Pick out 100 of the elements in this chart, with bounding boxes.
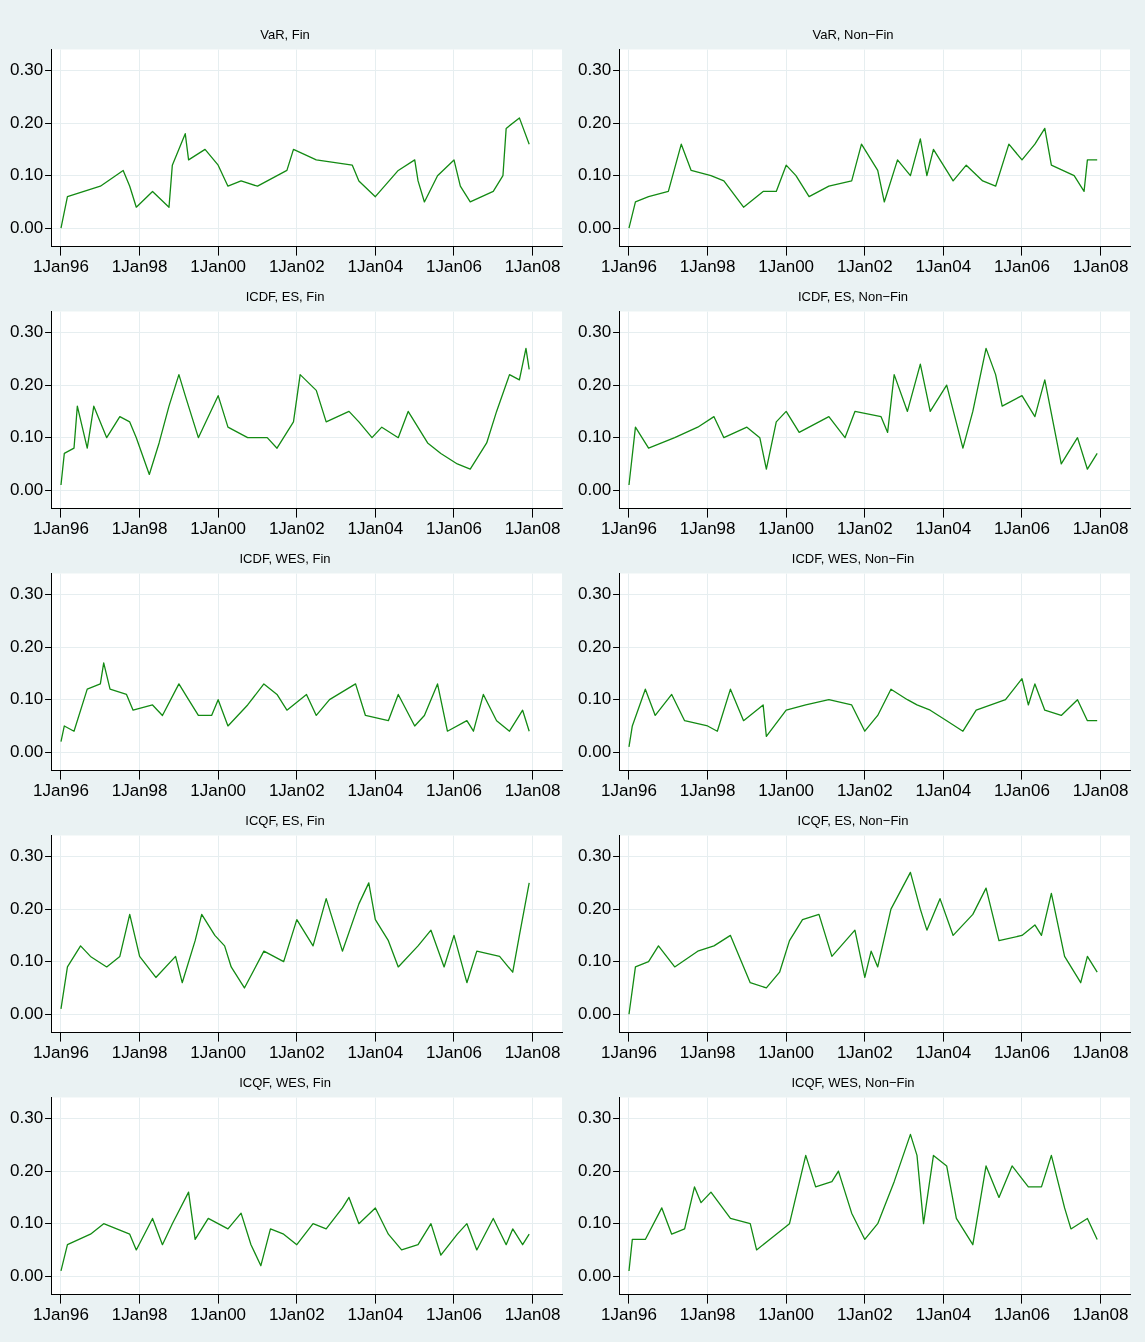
y-tick-label: 0.00 (577, 741, 612, 761)
x-tick-label: 1Jan08 (1072, 1305, 1129, 1325)
x-tick-label: 1Jan98 (679, 519, 736, 539)
x-tick-label: 1Jan02 (836, 1043, 893, 1063)
x-tick-label: 1Jan04 (347, 519, 404, 539)
y-tick-label: 0.00 (9, 217, 44, 237)
chart-title: ICQF, WES, Fin (239, 1075, 331, 1091)
y-tick-label: 0.10 (9, 689, 44, 709)
x-tick-label: 1Jan00 (190, 781, 247, 801)
y-tick-label: 0.10 (577, 1213, 612, 1233)
y-tick-label: 0.00 (9, 1265, 44, 1285)
y-tick-label: 0.20 (9, 374, 44, 394)
x-tick-label: 1Jan00 (190, 519, 247, 539)
y-tick-label: 0.00 (577, 1003, 612, 1023)
y-tick-label: 0.10 (577, 165, 612, 185)
y-tick-label: 0.00 (577, 217, 612, 237)
chart-title: ICQF, ES, Fin (245, 813, 325, 829)
y-tick-label: 0.30 (577, 60, 612, 80)
x-tick-label: 1Jan00 (758, 257, 815, 277)
x-tick-label: 1Jan08 (1072, 519, 1129, 539)
x-tick-label: 1Jan96 (33, 519, 89, 539)
x-tick-label: 1Jan02 (836, 781, 893, 801)
x-tick-label: 1Jan02 (268, 781, 325, 801)
x-tick-label: 1Jan96 (601, 519, 657, 539)
y-tick-label: 0.10 (9, 427, 44, 447)
x-tick-label: 1Jan98 (679, 257, 736, 277)
y-tick-label: 0.10 (577, 951, 612, 971)
x-tick-label: 1Jan98 (111, 257, 168, 277)
x-tick-label: 1Jan98 (679, 781, 736, 801)
x-tick-label: 1Jan08 (504, 1043, 561, 1063)
y-tick-label: 0.20 (9, 1160, 44, 1180)
x-tick-label: 1Jan98 (679, 1305, 736, 1325)
x-tick-label: 1Jan04 (347, 781, 404, 801)
y-tick-label: 0.20 (9, 112, 44, 132)
y-tick-label: 0.30 (577, 846, 612, 866)
x-tick-label: 1Jan98 (111, 519, 168, 539)
chart-title: ICQF, ES, Non−Fin (797, 813, 909, 829)
x-tick-label: 1Jan00 (190, 1043, 247, 1063)
x-tick-label: 1Jan00 (758, 519, 815, 539)
y-tick-label: 0.30 (9, 584, 44, 604)
x-tick-label: 1Jan06 (426, 1305, 482, 1325)
x-tick-label: 1Jan08 (1072, 257, 1129, 277)
x-tick-label: 1Jan04 (347, 1043, 404, 1063)
y-tick-label: 0.30 (9, 1108, 44, 1128)
y-tick-label: 0.20 (577, 636, 612, 656)
x-tick-label: 1Jan06 (426, 781, 482, 801)
x-tick-label: 1Jan96 (33, 1043, 89, 1063)
x-tick-label: 1Jan06 (994, 1043, 1050, 1063)
y-tick-label: 0.00 (577, 1265, 612, 1285)
x-tick-label: 1Jan08 (504, 1305, 561, 1325)
x-tick-label: 1Jan02 (836, 1305, 893, 1325)
x-tick-label: 1Jan06 (994, 1305, 1050, 1325)
y-tick-label: 0.20 (9, 898, 44, 918)
x-tick-label: 1Jan04 (347, 1305, 404, 1325)
x-tick-label: 1Jan00 (758, 781, 815, 801)
x-tick-label: 1Jan00 (190, 1305, 247, 1325)
chart-title: ICDF, ES, Fin (245, 289, 325, 305)
x-tick-label: 1Jan02 (268, 519, 325, 539)
y-tick-label: 0.10 (577, 689, 612, 709)
y-tick-label: 0.00 (9, 741, 44, 761)
x-tick-label: 1Jan04 (915, 781, 972, 801)
x-tick-label: 1Jan02 (836, 519, 893, 539)
y-tick-label: 0.30 (9, 60, 44, 80)
y-tick-label: 0.30 (9, 846, 44, 866)
x-tick-label: 1Jan96 (33, 257, 89, 277)
x-tick-label: 1Jan98 (679, 1043, 736, 1063)
x-tick-label: 1Jan00 (758, 1043, 815, 1063)
x-tick-label: 1Jan06 (994, 519, 1050, 539)
chart-title: ICDF, WES, Non−Fin (791, 551, 915, 567)
x-tick-label: 1Jan98 (111, 1043, 168, 1063)
x-tick-label: 1Jan04 (915, 519, 972, 539)
x-tick-label: 1Jan98 (111, 781, 168, 801)
x-tick-label: 1Jan96 (601, 1043, 657, 1063)
x-tick-label: 1Jan96 (601, 781, 657, 801)
x-tick-label: 1Jan06 (994, 257, 1050, 277)
x-tick-label: 1Jan96 (601, 257, 657, 277)
x-tick-label: 1Jan02 (268, 1043, 325, 1063)
x-tick-label: 1Jan96 (601, 1305, 657, 1325)
chart-title: ICDF, ES, Non−Fin (797, 289, 909, 305)
y-tick-label: 0.30 (577, 1108, 612, 1128)
x-tick-label: 1Jan98 (111, 1305, 168, 1325)
y-tick-label: 0.10 (9, 165, 44, 185)
y-tick-label: 0.00 (9, 479, 44, 499)
y-tick-label: 0.30 (577, 584, 612, 604)
chart-title: VaR, Fin (260, 27, 310, 43)
x-tick-label: 1Jan08 (1072, 1043, 1129, 1063)
x-tick-label: 1Jan06 (426, 519, 482, 539)
x-tick-label: 1Jan08 (1072, 781, 1129, 801)
x-tick-label: 1Jan02 (268, 257, 325, 277)
x-tick-label: 1Jan08 (504, 519, 561, 539)
y-tick-label: 0.30 (9, 322, 44, 342)
y-tick-label: 0.10 (9, 1213, 44, 1233)
y-tick-label: 0.20 (577, 374, 612, 394)
y-tick-label: 0.10 (9, 951, 44, 971)
x-tick-label: 1Jan04 (915, 1305, 972, 1325)
y-tick-label: 0.20 (9, 636, 44, 656)
x-tick-label: 1Jan06 (426, 1043, 482, 1063)
y-tick-label: 0.20 (577, 898, 612, 918)
x-tick-label: 1Jan02 (268, 1305, 325, 1325)
x-tick-label: 1Jan06 (426, 257, 482, 277)
